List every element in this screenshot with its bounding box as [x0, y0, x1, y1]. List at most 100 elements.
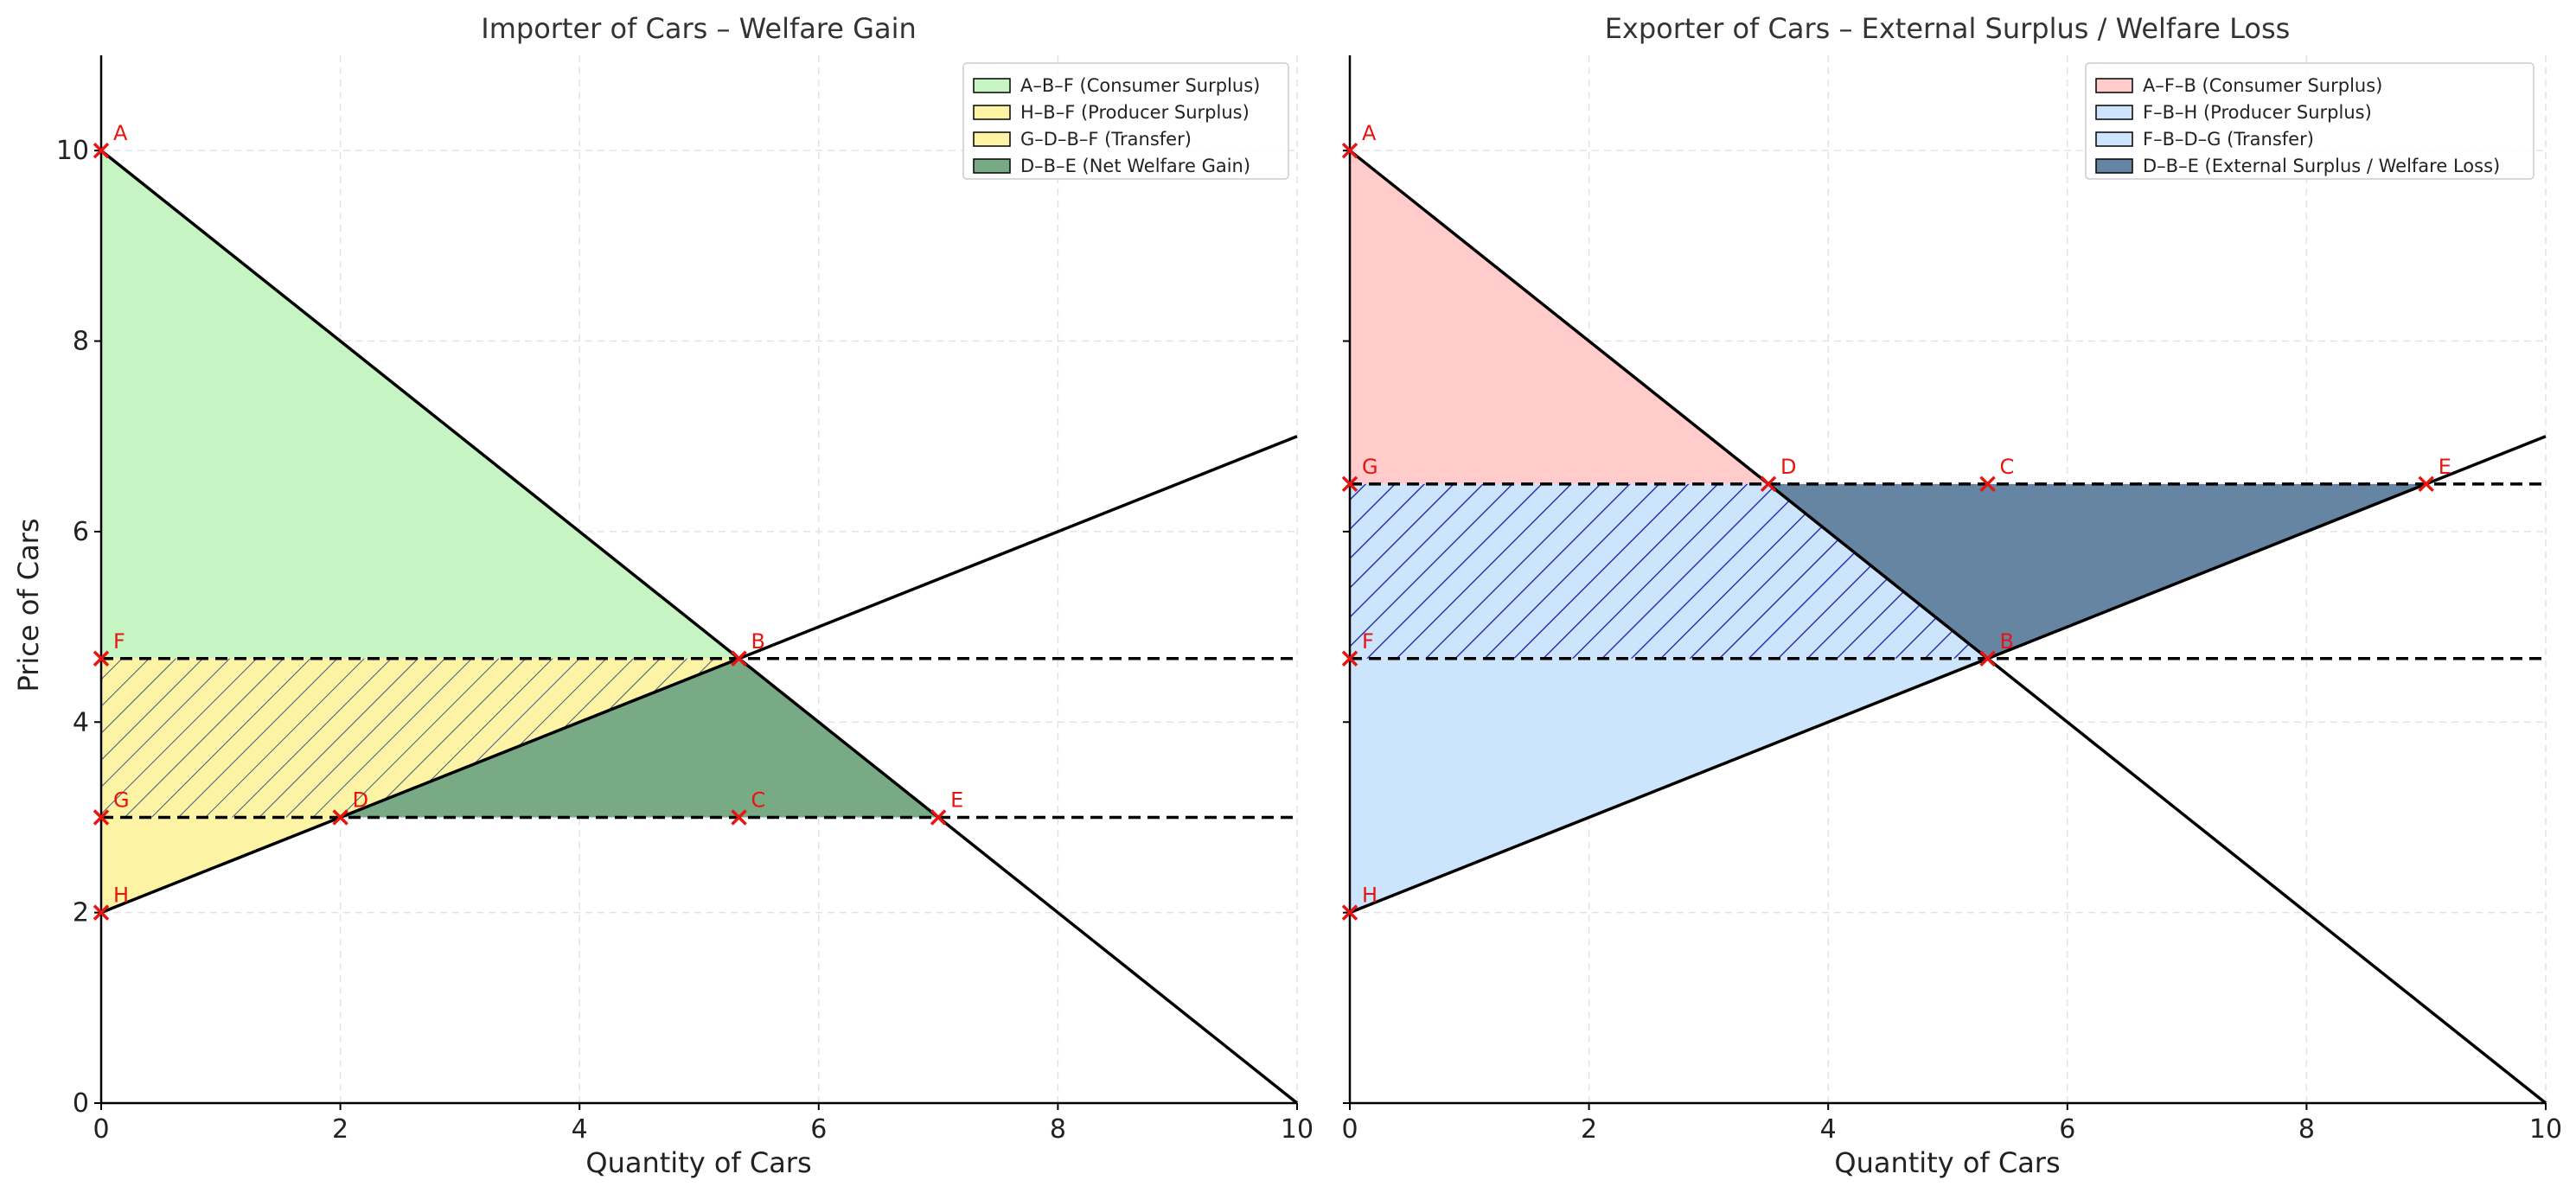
legend-swatch [973, 78, 1011, 93]
legend-swatch [2095, 158, 2133, 174]
region-f-b-d-g-hatch [1350, 483, 1988, 659]
x-tick-label: 0 [93, 1114, 109, 1145]
y-tick-label: 0 [73, 1088, 89, 1119]
point-label: G [1362, 455, 1378, 479]
chart-title: Importer of Cars – Welfare Gain [481, 12, 916, 45]
legend-item: D–B–E (Net Welfare Gain) [973, 156, 1250, 176]
legend-frame [962, 62, 1289, 180]
x-tick-label: 8 [2298, 1114, 2315, 1145]
point-c: C [731, 788, 766, 826]
point-label: C [2000, 455, 2015, 479]
point-label: E [2439, 455, 2451, 479]
point-marker [93, 142, 110, 159]
point-g: G [1341, 455, 1378, 493]
point-marker [93, 904, 110, 921]
point-marker [1341, 650, 1358, 667]
point-marker [731, 650, 747, 667]
legend-swatch [973, 158, 1011, 174]
legend-label: H–B–F (Producer Surplus) [1020, 102, 1250, 123]
y-tick-label: 8 [73, 327, 89, 357]
point-marker [1760, 475, 1777, 493]
point-e: E [930, 788, 963, 826]
y-axis-label: Price of Cars [12, 518, 45, 692]
legend: A–F–B (Consumer Surplus) F–B–H (Producer … [2085, 62, 2534, 180]
point-d: D [1760, 455, 1797, 493]
x-tick-label: 2 [1581, 1114, 1597, 1145]
point-f: F [93, 629, 125, 667]
legend-label: D–B–E (Net Welfare Gain) [1020, 156, 1250, 176]
legend-swatch [2095, 78, 2133, 93]
legend-frame [2085, 62, 2534, 180]
legend-swatch [973, 105, 1011, 120]
y-tick-label: 4 [73, 707, 89, 737]
point-label: A [113, 121, 128, 145]
point-marker [1979, 475, 1996, 493]
legend-label: F–B–H (Producer Surplus) [2143, 102, 2372, 123]
point-marker [1341, 904, 1358, 921]
exporter-panel: Exporter of Cars – External Surplus / We… [1341, 12, 2562, 1179]
point-e: E [2418, 455, 2451, 493]
supply-line [100, 435, 1298, 915]
legend-item: D–B–E (External Surplus / Welfare Loss) [2095, 156, 2500, 176]
legend-label: A–F–B (Consumer Surplus) [2143, 75, 2382, 96]
point-label: B [2000, 629, 2014, 654]
x-tick-label: 0 [1341, 1114, 1358, 1145]
x-tick-label: 10 [2529, 1114, 2562, 1145]
x-tick-label: 10 [1281, 1114, 1314, 1145]
point-label: G [113, 788, 130, 812]
point-label: A [1362, 121, 1377, 145]
x-tick-label: 4 [1820, 1114, 1837, 1145]
point-marker [930, 809, 947, 826]
legend-swatch [2095, 105, 2133, 120]
point-f: F [1341, 629, 1374, 667]
legend-swatch [973, 131, 1011, 147]
point-label: B [751, 629, 765, 654]
point-a: A [93, 121, 128, 159]
point-marker [2418, 475, 2434, 493]
supply-line [1349, 435, 2547, 915]
point-marker [1341, 142, 1358, 159]
legend-item: A–B–F (Consumer Surplus) [973, 75, 1260, 96]
y-tick-label: 2 [73, 898, 89, 928]
point-marker [1341, 475, 1358, 493]
legend-label: G–D–B–F (Transfer) [1020, 129, 1192, 150]
legend: A–B–F (Consumer Surplus) H–B–F (Producer … [962, 62, 1289, 180]
x-axis-label: Quantity of Cars [585, 1146, 811, 1179]
point-label: H [113, 884, 129, 908]
demand-line [1348, 149, 2547, 1105]
point-h: H [1341, 884, 1377, 921]
point-a: A [1341, 121, 1377, 159]
point-b: B [731, 629, 765, 667]
x-tick-label: 2 [332, 1114, 348, 1145]
legend-item: F–B–H (Producer Surplus) [2095, 102, 2372, 123]
point-g: G [93, 788, 130, 826]
point-label: C [751, 788, 766, 812]
point-label: D [353, 788, 368, 812]
point-h: H [93, 884, 129, 921]
legend-item: G–D–B–F (Transfer) [973, 129, 1192, 150]
point-label: F [1362, 629, 1374, 654]
point-marker [332, 809, 348, 826]
x-tick-label: 6 [2059, 1114, 2075, 1145]
legend-label: A–B–F (Consumer Surplus) [1020, 75, 1260, 96]
point-label: F [113, 629, 125, 654]
point-b: B [1979, 629, 2014, 667]
point-marker [93, 809, 110, 826]
point-label: E [950, 788, 963, 812]
point-marker [1979, 650, 1996, 667]
legend-item: F–B–D–G (Transfer) [2095, 129, 2314, 150]
region-g-d-b-f-hatch [101, 658, 739, 818]
point-d: D [332, 788, 368, 826]
x-axis-label: Quantity of Cars [1834, 1146, 2060, 1179]
legend-swatch [2095, 131, 2133, 147]
legend-label: D–B–E (External Surplus / Welfare Loss) [2143, 156, 2500, 176]
importer-panel: Importer of Cars – Welfare Gain Quantity… [12, 12, 1314, 1179]
legend-label: F–B–D–G (Transfer) [2143, 129, 2314, 150]
legend-item: A–F–B (Consumer Surplus) [2095, 75, 2382, 96]
point-marker [731, 809, 747, 826]
region-d-b-e [340, 658, 939, 818]
point-marker [93, 650, 110, 667]
y-tick-label: 6 [73, 517, 89, 547]
point-c: C [1979, 455, 2015, 493]
